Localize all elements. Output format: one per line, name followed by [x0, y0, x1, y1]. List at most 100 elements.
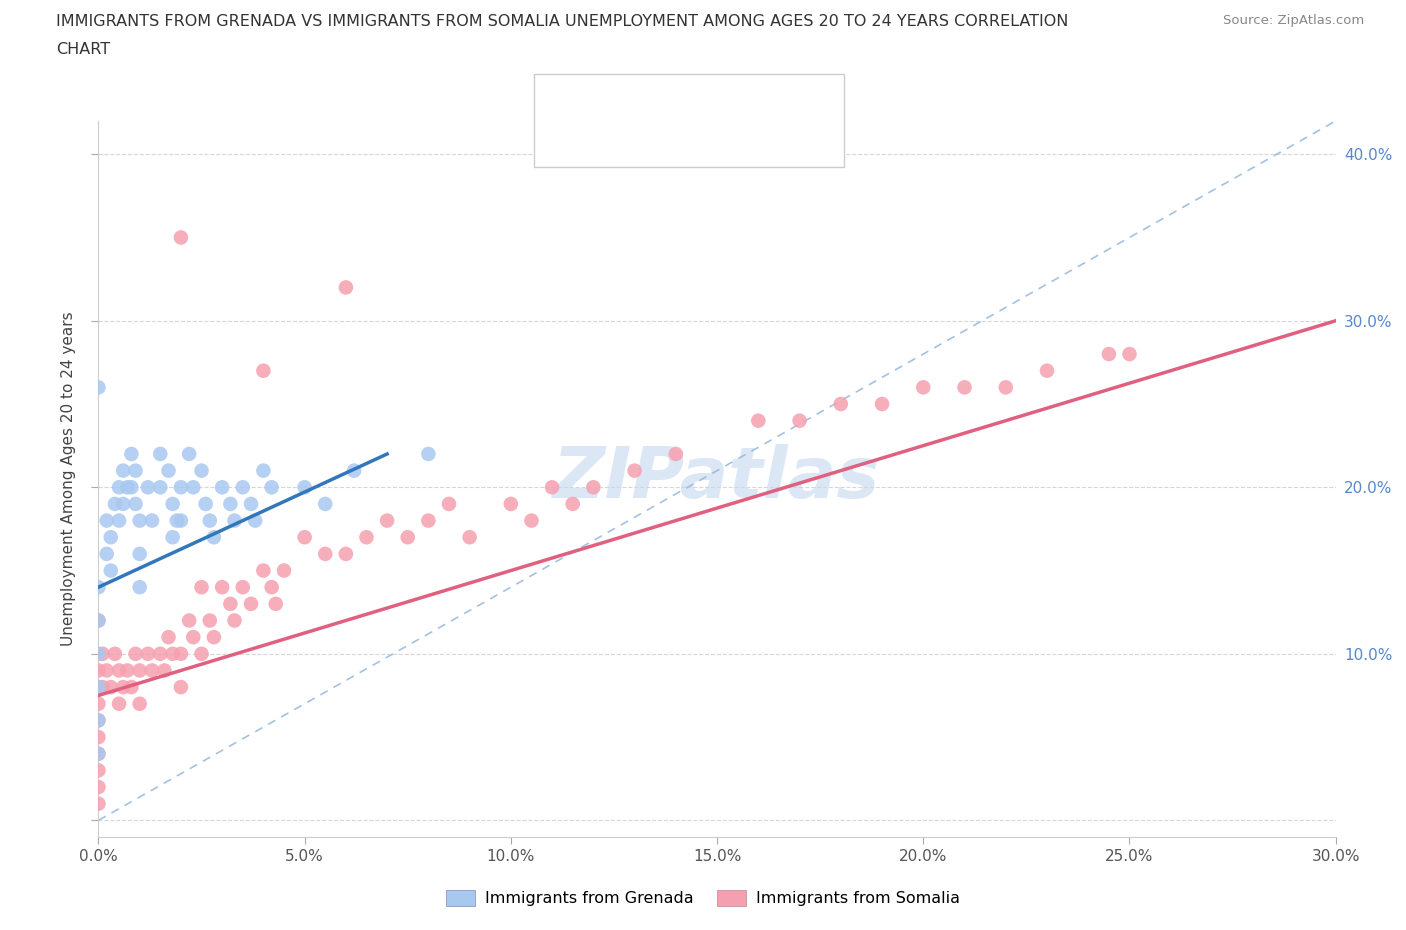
- Point: [219, 596, 242, 611]
- Point: [541, 480, 564, 495]
- Point: [96, 663, 118, 678]
- Point: [520, 513, 543, 528]
- Text: R =: R =: [602, 134, 641, 153]
- Point: [166, 513, 188, 528]
- Point: [128, 547, 150, 562]
- Point: [117, 480, 139, 495]
- Bar: [547, 128, 591, 158]
- Point: [112, 463, 135, 478]
- Point: [219, 497, 242, 512]
- Point: [181, 480, 204, 495]
- Point: [87, 730, 110, 745]
- Point: [202, 630, 225, 644]
- Point: [162, 530, 184, 545]
- Text: IMMIGRANTS FROM GRENADA VS IMMIGRANTS FROM SOMALIA UNEMPLOYMENT AMONG AGES 20 TO: IMMIGRANTS FROM GRENADA VS IMMIGRANTS FR…: [56, 14, 1069, 29]
- Point: [162, 497, 184, 512]
- Point: [211, 480, 233, 495]
- Point: [294, 530, 316, 545]
- Point: [181, 630, 204, 644]
- Text: 0.395: 0.395: [658, 134, 714, 153]
- Point: [953, 380, 976, 395]
- Point: [87, 680, 110, 695]
- Point: [120, 680, 142, 695]
- Point: [243, 513, 266, 528]
- Point: [170, 646, 193, 661]
- Point: [240, 596, 263, 611]
- Point: [170, 480, 193, 495]
- Point: [149, 646, 172, 661]
- Point: [198, 613, 221, 628]
- Point: [252, 364, 274, 379]
- Legend: Immigrants from Grenada, Immigrants from Somalia: Immigrants from Grenada, Immigrants from…: [440, 884, 966, 912]
- Point: [202, 530, 225, 545]
- Point: [128, 579, 150, 594]
- Point: [582, 480, 605, 495]
- Point: [912, 380, 935, 395]
- Point: [561, 497, 583, 512]
- Point: [356, 530, 378, 545]
- Point: [335, 280, 357, 295]
- Point: [499, 497, 522, 512]
- Point: [108, 697, 131, 711]
- Text: 0.284: 0.284: [658, 89, 716, 108]
- Point: [252, 563, 274, 578]
- Point: [87, 746, 110, 761]
- Point: [100, 530, 122, 545]
- Point: [87, 697, 110, 711]
- Point: [623, 463, 645, 478]
- Point: [458, 530, 481, 545]
- Point: [273, 563, 295, 578]
- Point: [198, 513, 221, 528]
- Point: [211, 579, 233, 594]
- Point: [87, 713, 110, 728]
- Point: [120, 480, 142, 495]
- Point: [343, 463, 366, 478]
- Point: [128, 697, 150, 711]
- Point: [149, 480, 172, 495]
- Point: [375, 513, 398, 528]
- Point: [1118, 347, 1140, 362]
- Point: [136, 646, 159, 661]
- Text: CHART: CHART: [56, 42, 110, 57]
- Point: [294, 480, 316, 495]
- Point: [141, 513, 163, 528]
- Point: [87, 579, 110, 594]
- Text: Source: ZipAtlas.com: Source: ZipAtlas.com: [1223, 14, 1364, 27]
- Point: [232, 480, 254, 495]
- Point: [136, 480, 159, 495]
- Point: [870, 396, 893, 411]
- Point: [96, 547, 118, 562]
- Point: [128, 663, 150, 678]
- Point: [87, 796, 110, 811]
- Point: [87, 779, 110, 794]
- Text: N =: N =: [730, 89, 769, 108]
- Point: [124, 646, 146, 661]
- Point: [418, 446, 440, 461]
- Point: [91, 646, 114, 661]
- Point: [157, 463, 180, 478]
- Point: [153, 663, 176, 678]
- Point: [87, 680, 110, 695]
- Text: R =: R =: [602, 89, 641, 108]
- Text: 51: 51: [782, 89, 807, 108]
- Point: [87, 763, 110, 777]
- Point: [170, 513, 193, 528]
- Point: [124, 497, 146, 512]
- Point: [108, 513, 131, 528]
- Point: [124, 463, 146, 478]
- Point: [260, 579, 283, 594]
- Point: [335, 547, 357, 562]
- Point: [87, 663, 110, 678]
- Point: [117, 663, 139, 678]
- Text: 72: 72: [782, 134, 807, 153]
- Point: [232, 579, 254, 594]
- Point: [190, 463, 212, 478]
- Point: [224, 513, 246, 528]
- Point: [1098, 347, 1121, 362]
- Point: [396, 530, 419, 545]
- Point: [108, 480, 131, 495]
- Point: [157, 630, 180, 644]
- Point: [87, 380, 110, 395]
- Point: [224, 613, 246, 628]
- Point: [314, 547, 336, 562]
